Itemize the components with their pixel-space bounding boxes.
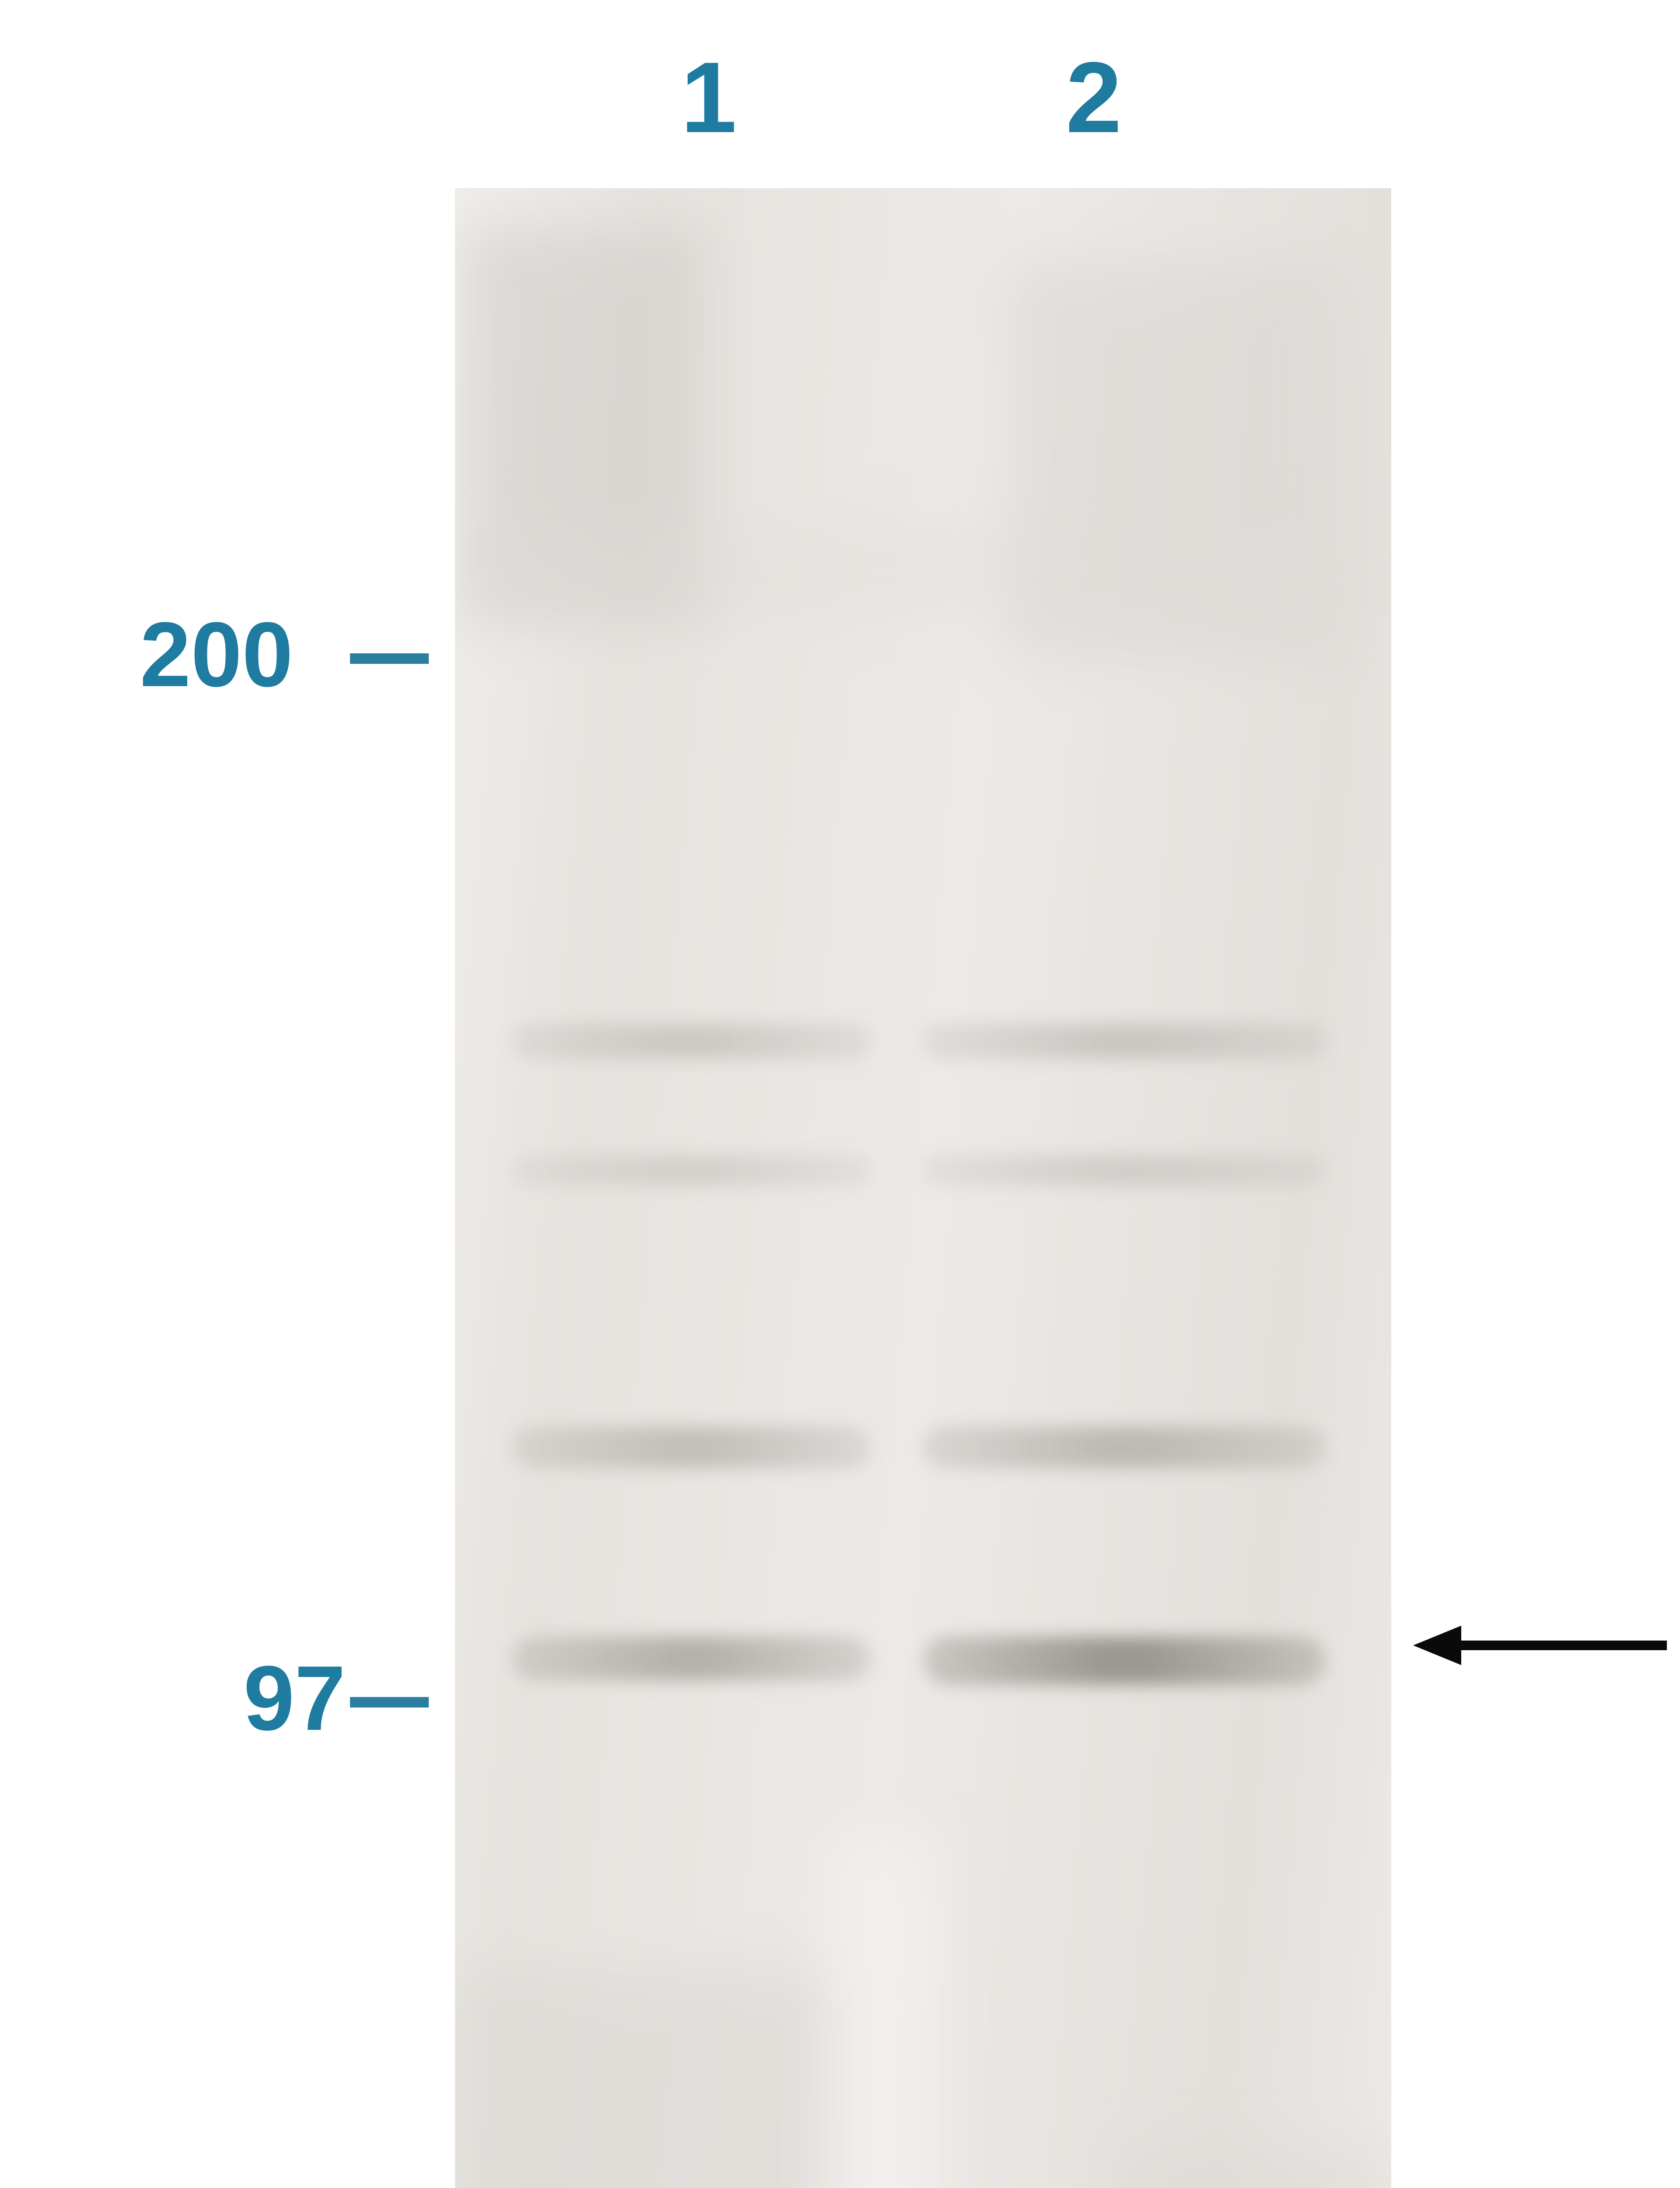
blot-noise-patch bbox=[464, 525, 1382, 613]
western-blot-membrane bbox=[455, 188, 1391, 2188]
mw-marker-tick bbox=[350, 1697, 429, 1708]
mw-marker-tick bbox=[350, 653, 429, 664]
target-band-arrow-head bbox=[1413, 1626, 1461, 1665]
mw-marker-label-97: 97 bbox=[144, 1645, 346, 1751]
gel-band-lane-1 bbox=[512, 1155, 871, 1186]
gel-band-lane-2 bbox=[923, 1637, 1326, 1685]
gel-band-lane-1 bbox=[512, 1637, 871, 1680]
mw-marker-label-200: 200 bbox=[92, 602, 293, 708]
lane-label-1: 1 bbox=[656, 39, 761, 155]
blot-noise-patch bbox=[455, 1969, 849, 2188]
blot-noise-patch bbox=[1111, 2144, 1391, 2188]
gel-band-lane-1 bbox=[512, 1427, 871, 1468]
lane-label-2: 2 bbox=[1041, 39, 1146, 155]
gel-band-lane-2 bbox=[923, 1427, 1326, 1468]
gel-band-lane-2 bbox=[923, 1155, 1326, 1186]
gel-band-lane-1 bbox=[512, 1024, 871, 1059]
blot-noise-patch bbox=[831, 1838, 936, 2188]
gel-band-lane-2 bbox=[923, 1024, 1326, 1059]
target-band-arrow-shaft bbox=[1461, 1641, 1667, 1650]
